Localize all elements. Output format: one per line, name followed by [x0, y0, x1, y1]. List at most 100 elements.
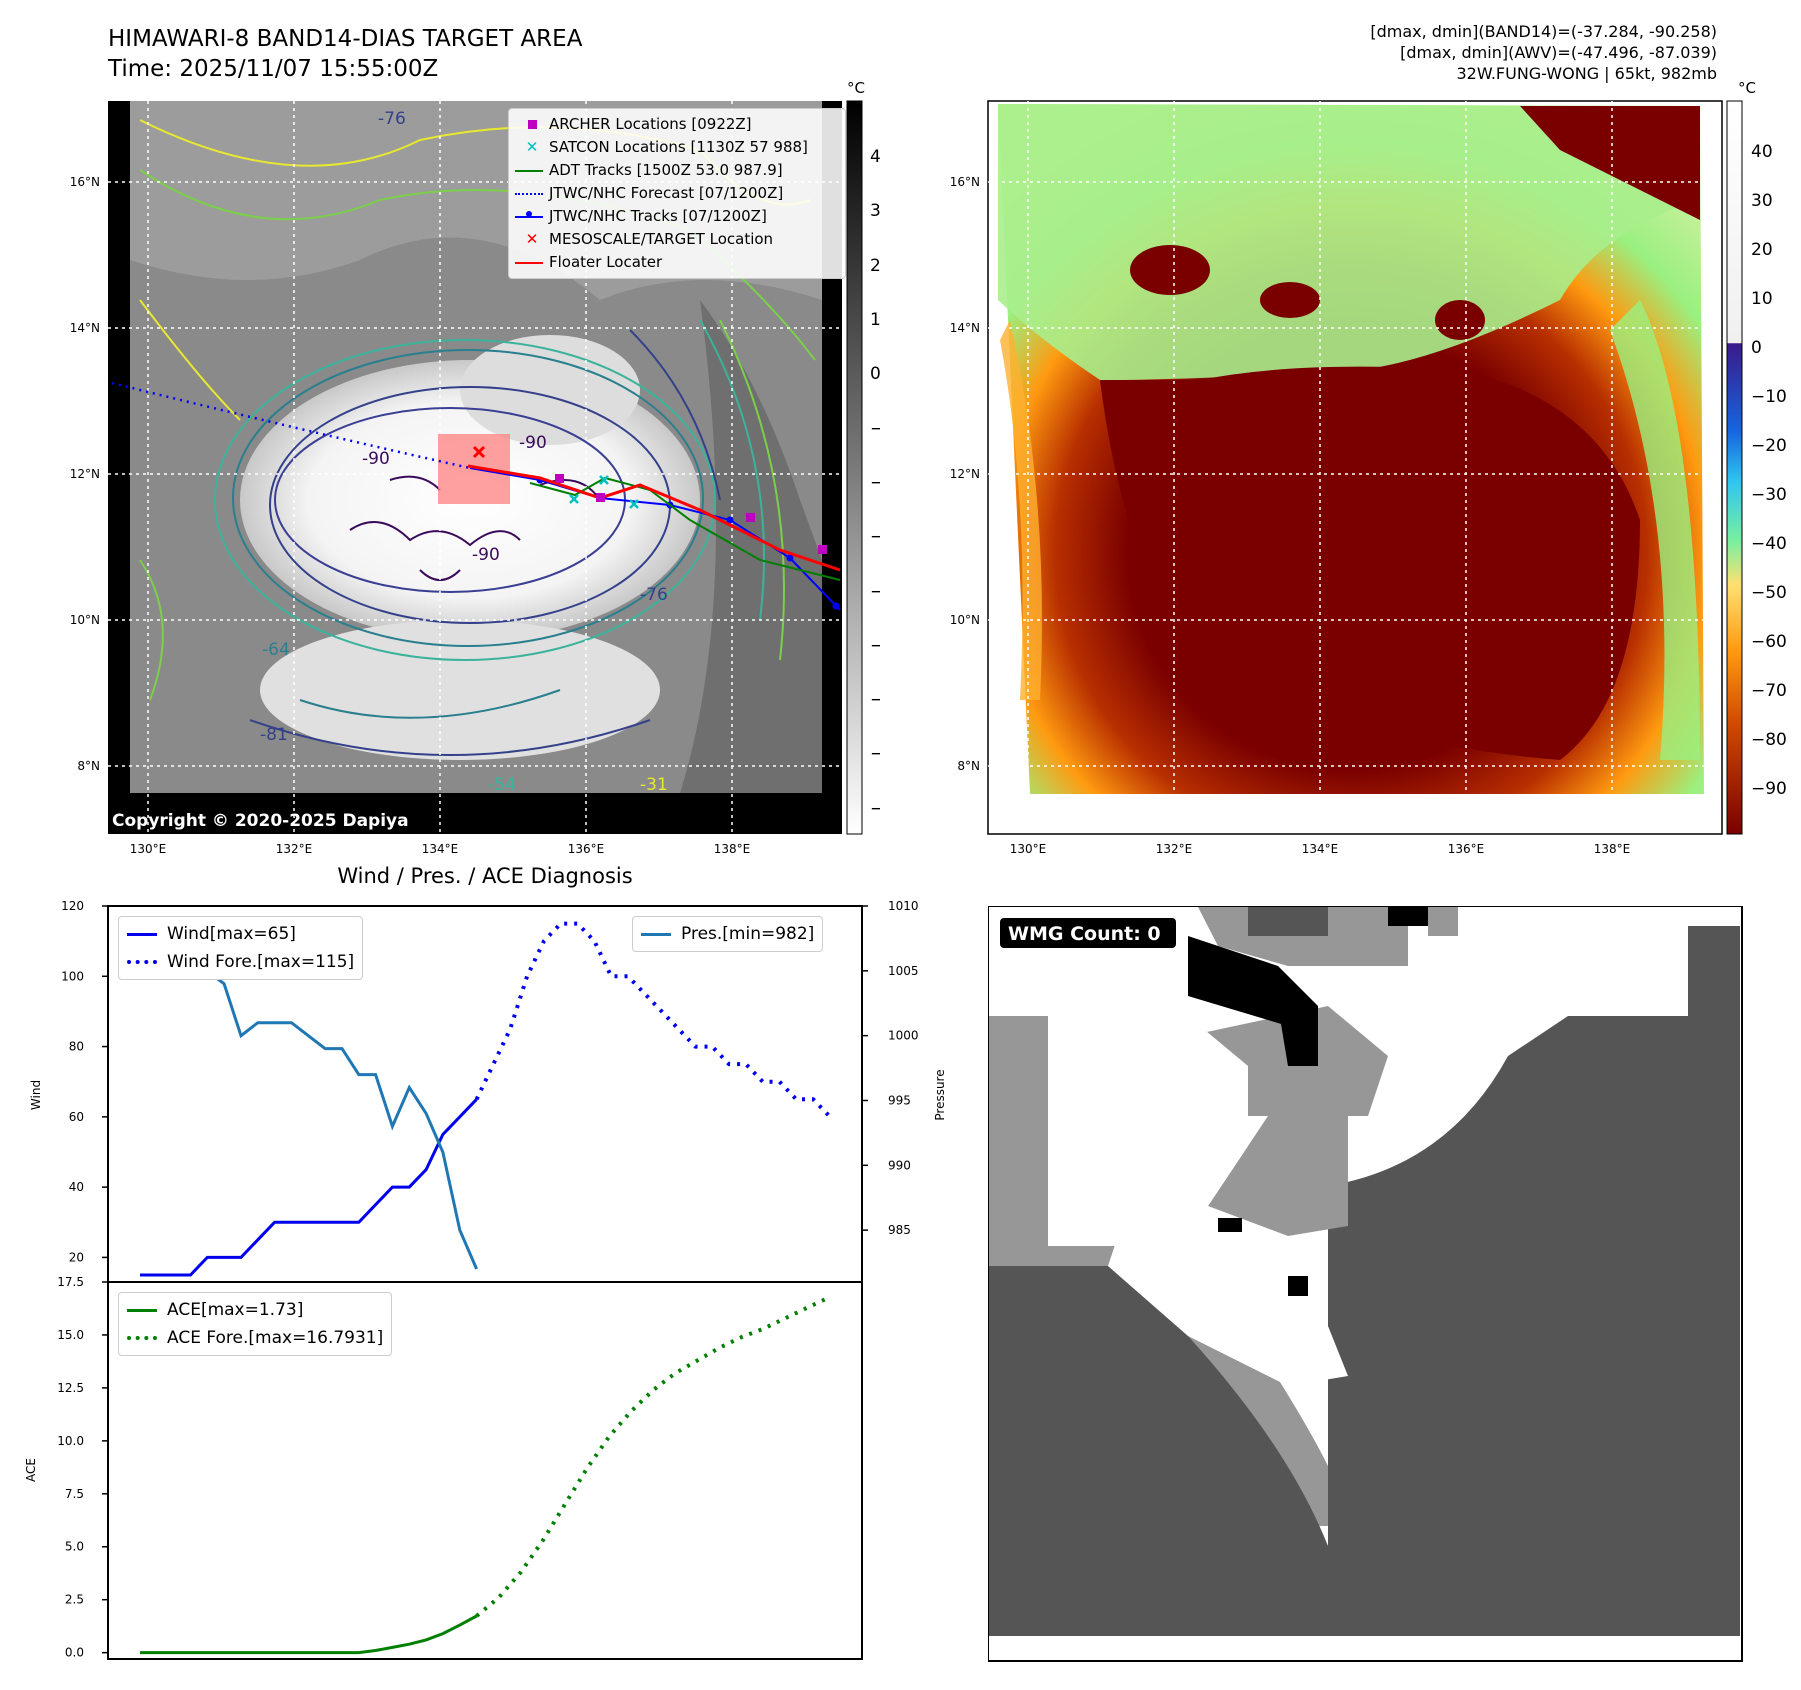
ace-yticks: 17.5 15.0 12.5 10.0 7.5 5.0 2.5 0.0: [57, 1275, 108, 1660]
contour-label: -76: [378, 109, 406, 129]
lon-tick: 138°E: [1594, 842, 1631, 856]
ace-ytick: 0.0: [65, 1646, 84, 1660]
wmg-grid: [989, 907, 1741, 1637]
mesoscale-target-marker: [472, 445, 486, 459]
legend-wind: Wind[max=65]: [127, 920, 354, 948]
ir-colorbar-tick: −70: [870, 744, 880, 764]
lat-tick: 10°N: [950, 613, 980, 627]
legend-ace-forecast: ACE Fore.[max=16.7931]: [127, 1324, 383, 1352]
wind-ytick: 120: [61, 899, 84, 913]
ace-ytick: 7.5: [65, 1487, 84, 1501]
ace-forecast-series-line: [475, 1295, 831, 1618]
contour-label: -31: [640, 775, 668, 795]
wmg-count-badge: [1000, 918, 1176, 948]
ir-colorbar-tick: −60: [870, 690, 880, 710]
legend-floater: Floater Locater: [515, 251, 839, 274]
ir-colorbar-tick: −80: [870, 799, 880, 819]
wv-colorbar-tick: −30: [1751, 485, 1787, 505]
wv-colorbar-tick: −10: [1751, 387, 1787, 407]
pressure-ytick: 1010: [888, 899, 919, 913]
wind-yticks: 120 100 80 60 40 20: [61, 899, 108, 1264]
lat-tick: 8°N: [77, 759, 100, 773]
pressure-ytick: 1005: [888, 964, 919, 978]
ir-colorbar: [846, 100, 863, 835]
legend-jtwc-track: JTWC/NHC Tracks [07/1200Z]: [515, 205, 839, 228]
ir-colorbar-tick: −10: [870, 419, 880, 439]
chart-title: Wind / Pres. / ACE Diagnosis: [337, 864, 633, 888]
wv-map-panel: °C 40 30 20 10 0 −10 −20 −30 −40 −50 −60…: [950, 79, 1787, 856]
map-legend: ARCHER Locations [0922Z] ✕ SATCON Locatio…: [508, 108, 846, 279]
wv-colorbar-tick: −20: [1751, 436, 1787, 456]
ace-ytick: 2.5: [65, 1593, 84, 1607]
wind-ytick: 40: [69, 1180, 84, 1194]
pressure-series-line: [138, 931, 478, 1270]
wv-colorbar-ticks: 40 30 20 10 0 −10 −20 −30 −40 −50 −60 −7…: [1751, 142, 1787, 799]
diagnosis-chart: Wind Pressure ACE 120 100 80 60 40 20 1010 100…: [24, 899, 947, 1660]
archer-locations: [555, 474, 827, 554]
ace-ytick: 15.0: [57, 1328, 84, 1342]
wv-colorbar-tick: 40: [1751, 142, 1773, 162]
lat-tick: 10°N: [70, 613, 100, 627]
legend-satcon: ✕ SATCON Locations [1130Z 57 988]: [525, 138, 808, 156]
floater-locater-track: [467, 464, 841, 572]
wmg-count-label: WMG Count: 0: [1008, 923, 1161, 945]
legend-wind-forecast: Wind Fore.[max=115]: [127, 948, 354, 976]
lon-tick: 132°E: [1156, 842, 1193, 856]
ace-ylabel: ACE: [24, 1458, 38, 1482]
ace-series-line: [140, 1614, 478, 1655]
wind-ytick: 100: [61, 969, 84, 983]
wv-colorbar-tick: −60: [1751, 632, 1787, 652]
wv-lon-ticks: 130°E 132°E 134°E 136°E 138°E: [1010, 842, 1631, 856]
lon-tick: 130°E: [1010, 842, 1047, 856]
contour-label: -90: [472, 545, 500, 565]
wv-colorbar-tick: −70: [1751, 681, 1787, 701]
pressure-yticks: 1010 1005 1000 995 990 985: [862, 899, 919, 1237]
ace-ytick: 17.5: [57, 1275, 84, 1289]
ir-colorbar-tick: −40: [870, 582, 880, 602]
ir-colorbar-tick: 40: [870, 147, 880, 167]
legend-archer: ARCHER Locations [0922Z]: [515, 113, 839, 136]
lon-tick: 136°E: [568, 842, 605, 856]
ir-colorbar-tick: 10: [870, 310, 880, 330]
lat-tick: 14°N: [70, 321, 100, 335]
wv-colorbar-tick: −90: [1751, 779, 1787, 799]
figure-time: Time: 2025/11/07 15:55:00Z: [108, 56, 439, 82]
wind-ytick: 20: [69, 1250, 84, 1264]
satcon-locations: [569, 475, 639, 509]
ace-legend: ACE[max=1.73] ACE Fore.[max=16.7931]: [118, 1292, 393, 1356]
contour-label: -76: [640, 585, 668, 605]
dmax-awv: [dmax, dmin](AWV)=(-47.496, -87.039): [1400, 43, 1717, 62]
contour-labels: -90 -90 -76 -64 -54 -31 -81 -90 -76: [260, 109, 668, 795]
wv-colorbar-tick: 0: [1751, 338, 1762, 358]
lon-tick: 130°E: [130, 842, 167, 856]
contour-label: -64: [262, 640, 290, 660]
lat-tick: 12°N: [950, 467, 980, 481]
ace-ytick: 10.0: [57, 1434, 84, 1448]
legend-adt: ADT Tracks [1500Z 53.0 987.9]: [515, 159, 839, 182]
contour-label: -81: [260, 725, 288, 745]
ace-axes-frame: [107, 1281, 863, 1660]
wv-colorbar-unit: °C: [1738, 79, 1756, 97]
lat-tick: 12°N: [70, 467, 100, 481]
wind-ytick: 80: [69, 1040, 84, 1054]
pressure-legend: Pres.[min=982]: [632, 916, 824, 952]
wv-colorbar-tick: 20: [1751, 240, 1773, 260]
pressure-ytick: 995: [888, 1093, 911, 1107]
wv-colorbar-tick: 30: [1751, 191, 1773, 211]
wv-lat-ticks: 16°N 14°N 12°N 10°N 8°N: [950, 175, 980, 773]
wind-ylabel: Wind: [29, 1080, 43, 1110]
wv-colorbar: [1726, 100, 1743, 835]
ir-lon-ticks: 130°E 132°E 134°E 136°E 138°E: [130, 842, 751, 856]
legend-mesoscale: ✕ MESOSCALE/TARGET Location: [525, 230, 774, 248]
ir-colorbar-tick: 30: [870, 201, 880, 221]
wv-colorbar-tick: 10: [1751, 289, 1773, 309]
legend-ace: ACE[max=1.73]: [127, 1296, 383, 1324]
lon-tick: 136°E: [1448, 842, 1485, 856]
ir-colorbar-tick: 0: [870, 364, 880, 384]
ir-colorbar-ticks: 40 30 20 10 0 −10 −20 −30 −40 −50 −60 −7…: [870, 147, 880, 819]
pressure-ytick: 985: [888, 1223, 911, 1237]
figure-title: HIMAWARI-8 BAND14-DIAS TARGET AREA: [108, 26, 583, 52]
pressure-ytick: 1000: [888, 1029, 919, 1043]
ir-lat-ticks: 16°N 14°N 12°N 10°N 8°N: [70, 175, 100, 773]
contour-label: -90: [519, 433, 547, 453]
